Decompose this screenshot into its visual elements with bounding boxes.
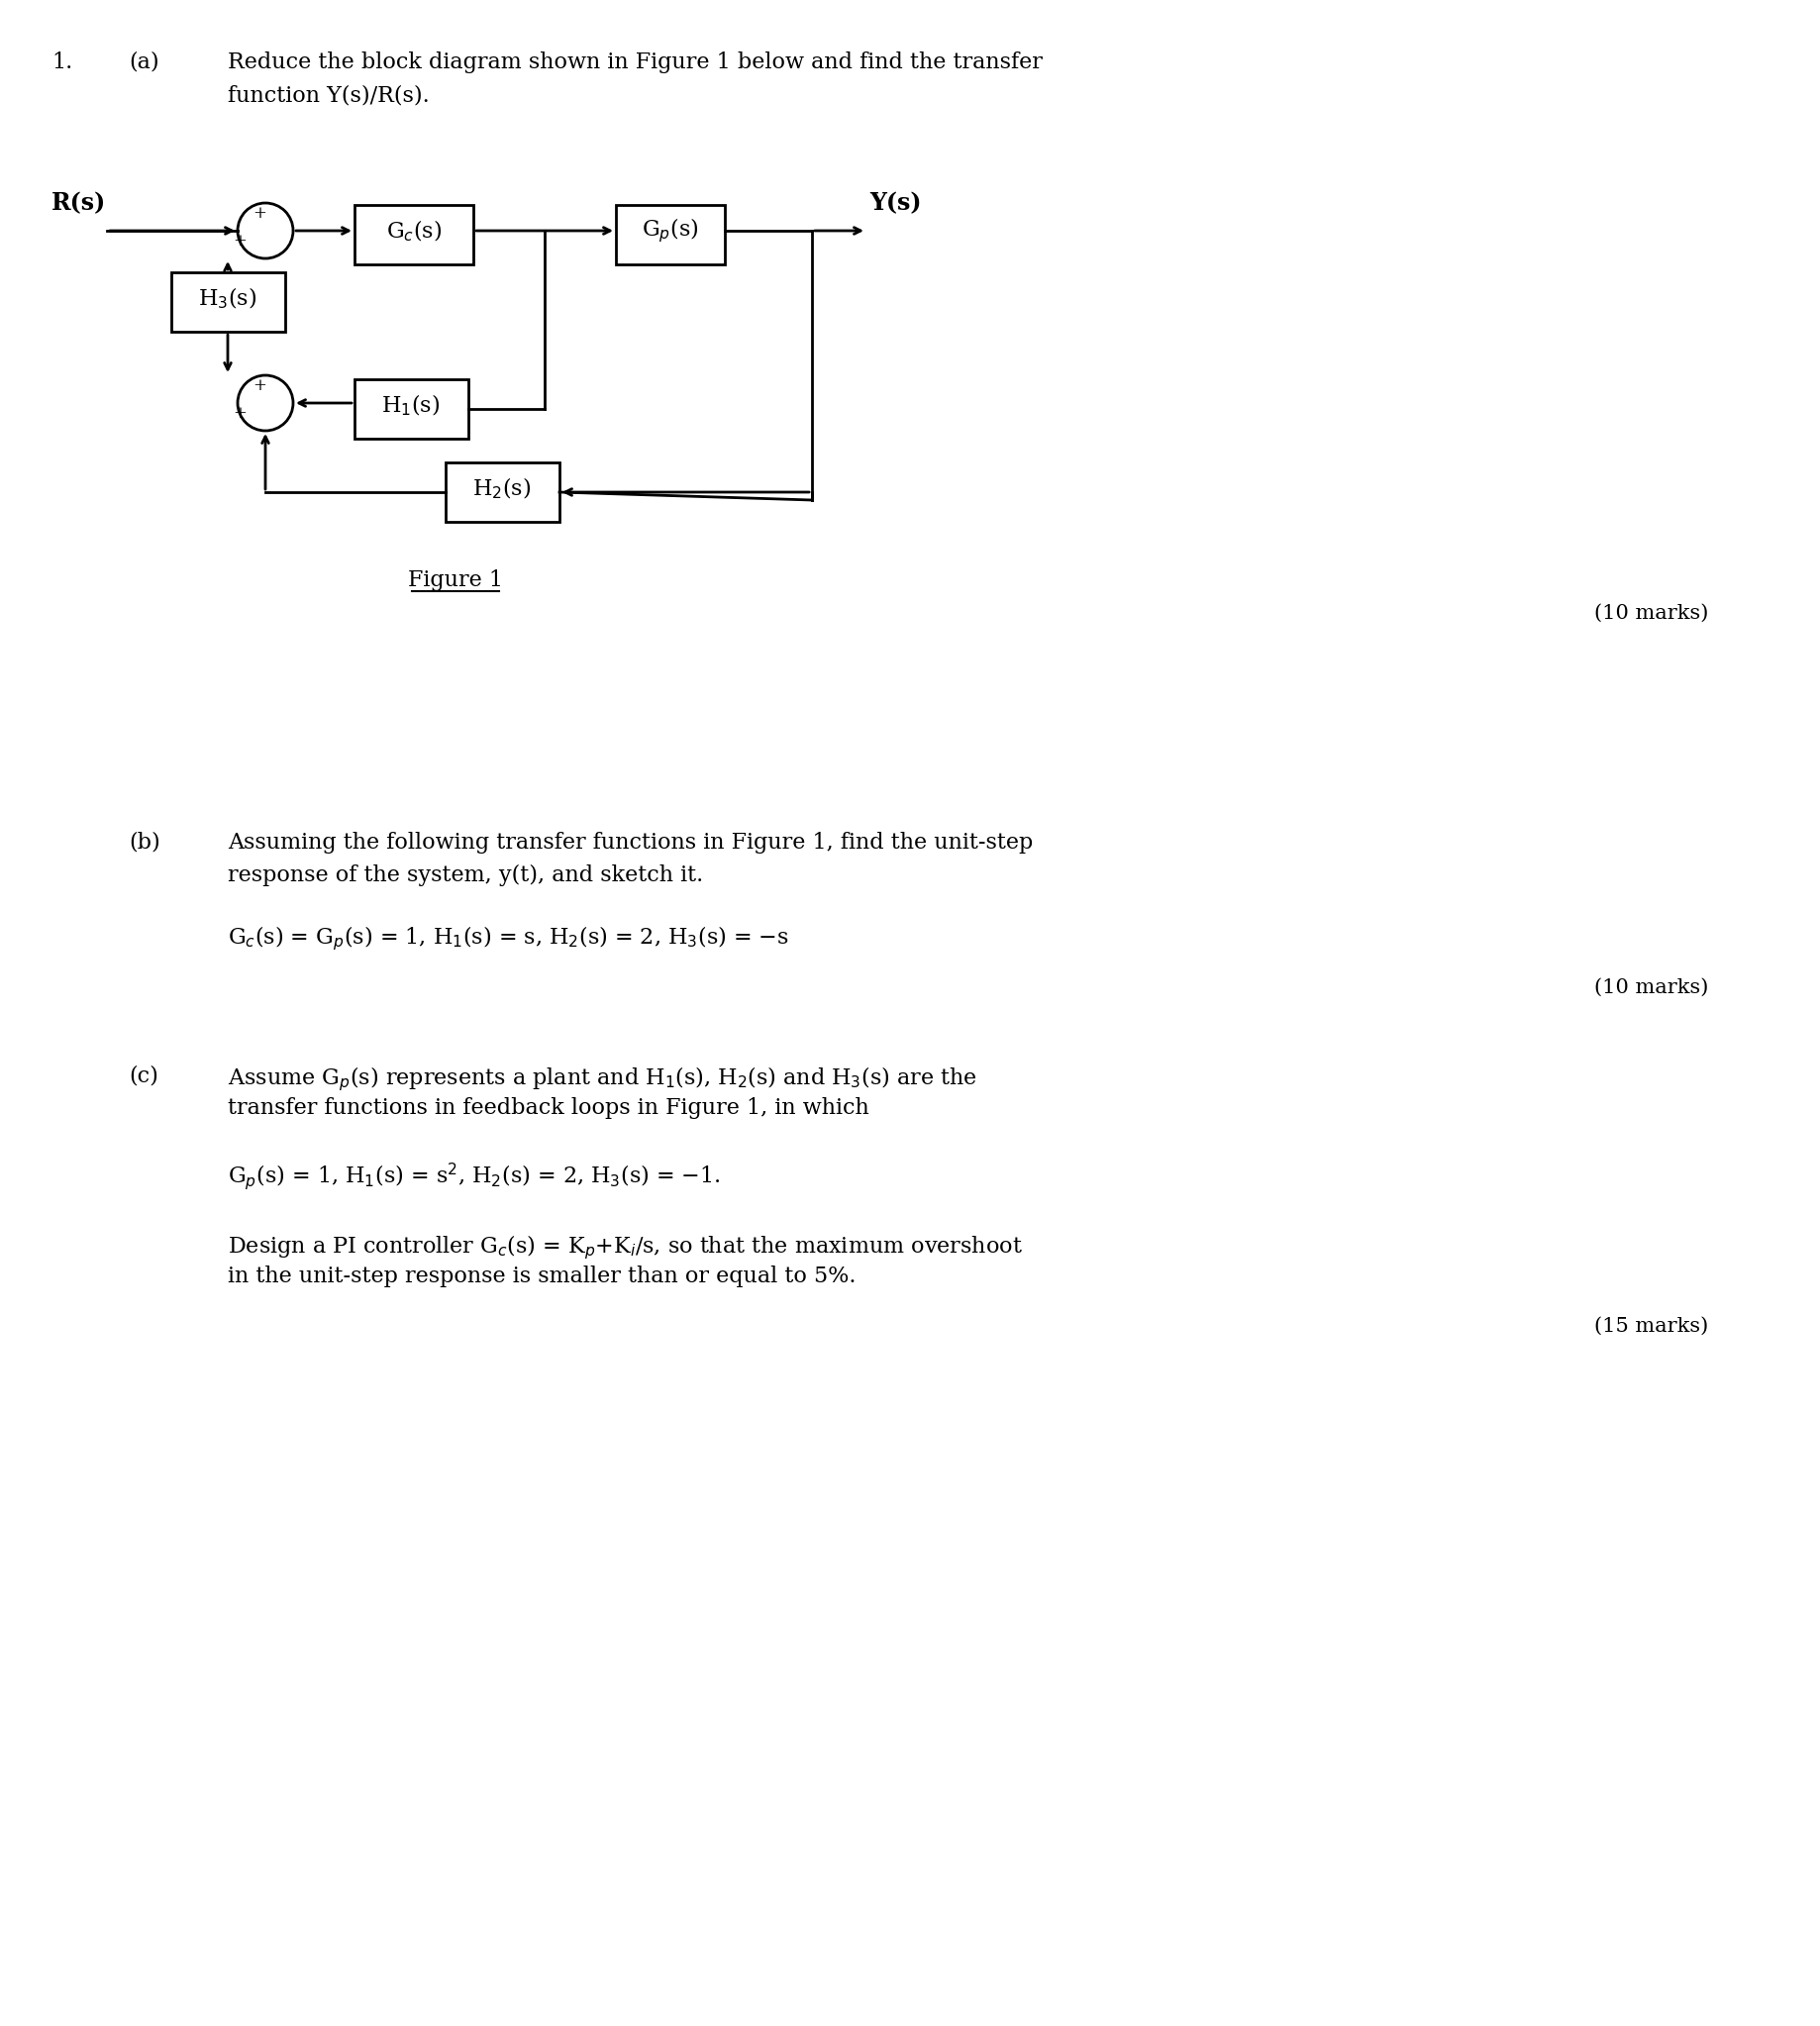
Text: 1.: 1. <box>51 51 73 73</box>
Text: +: + <box>253 377 266 395</box>
Bar <box>355 205 473 263</box>
Text: Assuming the following transfer functions in Figure 1, find the unit-step: Assuming the following transfer function… <box>228 833 1034 853</box>
Text: G$_c$(s) = G$_p$(s) = 1, H$_1$(s) = s, H$_2$(s) = 2, H$_3$(s) = −s: G$_c$(s) = G$_p$(s) = 1, H$_1$(s) = s, H… <box>228 924 790 952</box>
Text: function Y(s)/R(s).: function Y(s)/R(s). <box>228 85 430 105</box>
Bar <box>446 462 559 523</box>
Text: Y(s): Y(s) <box>870 190 921 215</box>
Text: +: + <box>253 205 266 221</box>
Text: (b): (b) <box>129 833 160 853</box>
Text: G$_p$(s): G$_p$(s) <box>642 217 699 245</box>
Text: in the unit-step response is smaller than or equal to 5%.: in the unit-step response is smaller tha… <box>228 1266 855 1287</box>
Text: (10 marks): (10 marks) <box>1594 979 1709 997</box>
Text: (a): (a) <box>129 51 158 73</box>
Text: +: + <box>233 233 246 249</box>
Bar <box>355 379 468 440</box>
Text: Assume G$_p$(s) represents a plant and H$_1$(s), H$_2$(s) and H$_3$(s) are the: Assume G$_p$(s) represents a plant and H… <box>228 1064 977 1092</box>
Text: H$_2$(s): H$_2$(s) <box>473 476 531 500</box>
Text: G$_c$(s): G$_c$(s) <box>386 219 442 243</box>
Text: Design a PI controller G$_c$(s) = K$_p$+K$_i$/s, so that the maximum overshoot: Design a PI controller G$_c$(s) = K$_p$+… <box>228 1234 1023 1262</box>
Circle shape <box>238 375 293 432</box>
Text: Figure 1: Figure 1 <box>408 569 502 592</box>
Text: H$_3$(s): H$_3$(s) <box>198 286 257 310</box>
Bar <box>615 205 724 263</box>
Text: response of the system, y(t), and sketch it.: response of the system, y(t), and sketch… <box>228 865 703 885</box>
Text: (15 marks): (15 marks) <box>1594 1317 1709 1335</box>
Circle shape <box>238 203 293 259</box>
Bar <box>171 271 286 332</box>
Text: G$_p$(s) = 1, H$_1$(s) = s$^2$, H$_2$(s) = 2, H$_3$(s) = −1.: G$_p$(s) = 1, H$_1$(s) = s$^2$, H$_2$(s)… <box>228 1161 721 1191</box>
Text: (10 marks): (10 marks) <box>1594 604 1709 622</box>
Text: (c): (c) <box>129 1064 158 1086</box>
Text: H$_1$(s): H$_1$(s) <box>382 393 440 417</box>
Text: transfer functions in feedback loops in Figure 1, in which: transfer functions in feedback loops in … <box>228 1098 870 1118</box>
Text: Reduce the block diagram shown in Figure 1 below and find the transfer: Reduce the block diagram shown in Figure… <box>228 51 1043 73</box>
Text: R(s): R(s) <box>51 190 106 215</box>
Text: +: + <box>233 405 246 421</box>
